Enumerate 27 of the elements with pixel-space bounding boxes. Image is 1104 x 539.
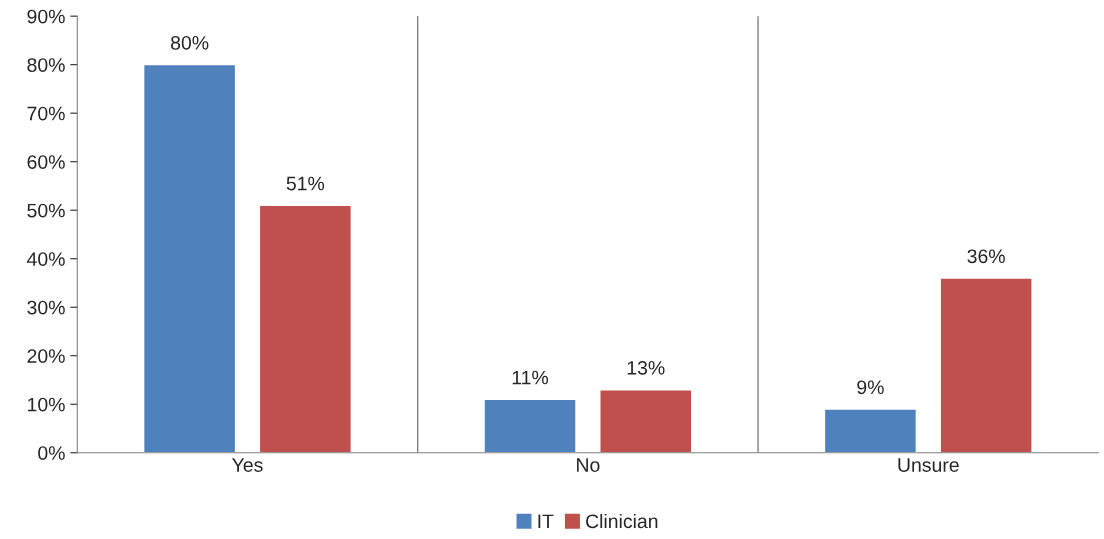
data-label: 36%	[967, 249, 1005, 264]
y-tick-label: 40%	[27, 252, 65, 266]
data-label: 51%	[286, 176, 325, 191]
data-label: 9%	[857, 380, 884, 395]
y-tick-label: 20%	[27, 349, 65, 363]
y-tick-label: 90%	[27, 9, 65, 24]
bar	[258, 204, 352, 453]
y-tick-label: 30%	[27, 300, 65, 315]
legend-label: IT	[538, 514, 554, 529]
legend-label: Clinician	[586, 513, 658, 529]
y-tick-label: 80%	[27, 58, 65, 72]
y-tick-label: 10%	[28, 397, 65, 412]
y-tick-label: 50%	[27, 203, 65, 218]
data-label: 80%	[171, 35, 209, 50]
x-tick-label: Yes	[232, 458, 263, 472]
bar	[823, 408, 918, 453]
x-tick-label: No	[577, 458, 600, 472]
bar	[599, 389, 693, 453]
data-label: 11%	[512, 370, 549, 385]
y-tick-label: 60%	[27, 155, 65, 169]
x-tick-label: Unsure	[898, 458, 959, 472]
bar	[939, 277, 1033, 453]
bar	[142, 63, 237, 453]
data-label: 13%	[627, 360, 665, 375]
y-tick-label: 0%	[38, 446, 65, 460]
bar	[483, 398, 577, 453]
y-tick-label: 70%	[27, 106, 65, 121]
